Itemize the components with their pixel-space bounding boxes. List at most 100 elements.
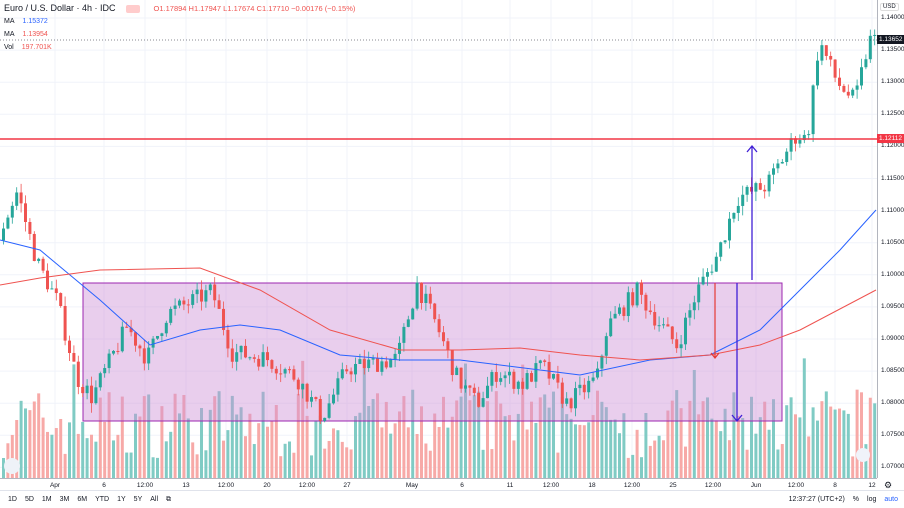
time-axis[interactable]: Apr 6 12:00 13 12:00 20 12:00 27 May 6 11 12:00 18 12… bbox=[0, 478, 877, 490]
symbol-title[interactable]: Euro / U.S. Dollar · 4h · IDC bbox=[4, 3, 116, 13]
volume-bar bbox=[512, 440, 516, 478]
candle-body bbox=[230, 348, 234, 362]
range-button-6m[interactable]: 6M bbox=[77, 496, 88, 503]
volume-bar bbox=[116, 434, 120, 478]
range-button-ytd[interactable]: YTD bbox=[95, 496, 110, 503]
volume-bar bbox=[318, 415, 322, 478]
volume-bar bbox=[829, 406, 833, 478]
candle-body bbox=[846, 91, 850, 96]
candle-body bbox=[714, 256, 718, 272]
volume-bar bbox=[279, 456, 283, 478]
indicator-ma-slow[interactable]: MA 1.13954 bbox=[4, 29, 355, 40]
currency-label[interactable]: USD bbox=[880, 3, 899, 11]
volume-bar bbox=[657, 435, 661, 478]
candle-body bbox=[719, 242, 723, 257]
candle-body bbox=[362, 359, 366, 369]
candle-body bbox=[296, 379, 300, 390]
volume-bar bbox=[50, 434, 54, 478]
range-button-all[interactable]: All bbox=[150, 496, 159, 503]
range-buttons: 1D 5D 1M 3M 6M YTD 1Y 5Y All bbox=[8, 496, 158, 503]
candle-body bbox=[68, 340, 71, 353]
log-toggle[interactable]: log bbox=[867, 496, 877, 503]
volume-bar bbox=[714, 420, 718, 478]
time-tick: 12:00 bbox=[217, 482, 235, 489]
volume-bar bbox=[248, 413, 252, 478]
volume-bar bbox=[371, 399, 375, 478]
candle-body bbox=[266, 352, 269, 361]
time-tick: 8 bbox=[833, 482, 837, 489]
volume-bar bbox=[591, 415, 595, 478]
settings-gear-icon[interactable]: ⚙ bbox=[884, 480, 893, 490]
candle-body bbox=[780, 162, 784, 164]
candle-body bbox=[239, 345, 243, 353]
candle-body bbox=[402, 326, 406, 343]
range-button-3m[interactable]: 3M bbox=[59, 496, 70, 503]
range-button-1y[interactable]: 1Y bbox=[117, 496, 126, 503]
range-button-5y[interactable]: 5Y bbox=[133, 496, 143, 503]
candle-body bbox=[274, 368, 278, 374]
volume-bar bbox=[296, 393, 300, 478]
candle-body bbox=[459, 367, 463, 389]
candle-body bbox=[98, 373, 102, 388]
candle-body bbox=[164, 322, 168, 334]
candle-body bbox=[578, 384, 582, 389]
volume-bar bbox=[32, 401, 36, 478]
candle-body bbox=[604, 336, 608, 356]
candle-body bbox=[54, 288, 58, 294]
volume-bar bbox=[780, 444, 784, 478]
candle-body bbox=[19, 192, 23, 204]
volume-bar bbox=[701, 401, 705, 478]
volume-bar bbox=[327, 440, 331, 478]
auto-toggle[interactable]: auto bbox=[884, 496, 898, 503]
candle-body bbox=[626, 292, 630, 317]
candle-body bbox=[666, 324, 670, 327]
candle-body bbox=[648, 310, 652, 313]
candle-body bbox=[842, 85, 846, 92]
volume-bar bbox=[125, 452, 129, 478]
candle-body bbox=[72, 352, 76, 362]
price-axis[interactable]: 1.14000 1.13500 1.13000 1.12500 1.12000 1.115… bbox=[877, 0, 904, 478]
volume-bar bbox=[354, 416, 357, 478]
legend-toggle-button[interactable] bbox=[125, 4, 140, 13]
range-button-5d[interactable]: 5D bbox=[24, 496, 34, 503]
volume-bar bbox=[424, 443, 428, 478]
price-chart[interactable] bbox=[0, 0, 877, 478]
candle-body bbox=[428, 293, 432, 304]
percent-toggle[interactable]: % bbox=[852, 496, 860, 503]
range-button-1d[interactable]: 1D bbox=[8, 496, 17, 503]
date-range-icon[interactable]: ⧉ bbox=[166, 495, 172, 503]
candle-body bbox=[582, 384, 586, 393]
candle-body bbox=[50, 288, 54, 290]
range-button-1m[interactable]: 1M bbox=[41, 496, 52, 503]
candle-body bbox=[776, 163, 780, 169]
candle-body bbox=[547, 361, 551, 379]
time-tick: 11 bbox=[506, 482, 514, 489]
down-arrow bbox=[731, 283, 743, 423]
volume-bar bbox=[468, 400, 472, 478]
volume-bar bbox=[838, 408, 841, 478]
indicator-volume[interactable]: Vol 197.701K bbox=[4, 42, 355, 53]
volume-bar bbox=[68, 422, 71, 478]
volume-bar bbox=[490, 449, 494, 478]
candle-body bbox=[288, 369, 291, 371]
volume-bar bbox=[455, 400, 459, 478]
candle-body bbox=[191, 294, 195, 305]
volume-bar bbox=[226, 430, 230, 478]
price-tick: 1.07500 bbox=[881, 431, 904, 439]
volume-bar bbox=[142, 396, 146, 478]
candle-body bbox=[543, 360, 547, 362]
indicator-name: MA bbox=[4, 18, 15, 25]
candle-body bbox=[371, 358, 375, 360]
volume-bar bbox=[362, 358, 366, 478]
volume-bar bbox=[811, 407, 815, 478]
candle-body bbox=[213, 284, 217, 301]
candle-body bbox=[28, 221, 32, 234]
volume-bar bbox=[508, 415, 511, 478]
candle-body bbox=[384, 361, 388, 368]
volume-bar bbox=[785, 405, 789, 478]
indicator-ma-fast[interactable]: MA 1.15372 bbox=[4, 16, 355, 27]
volume-bar bbox=[54, 428, 58, 478]
price-tick: 1.11500 bbox=[881, 174, 904, 182]
volume-bar bbox=[252, 444, 256, 478]
volume-bar bbox=[750, 396, 753, 478]
